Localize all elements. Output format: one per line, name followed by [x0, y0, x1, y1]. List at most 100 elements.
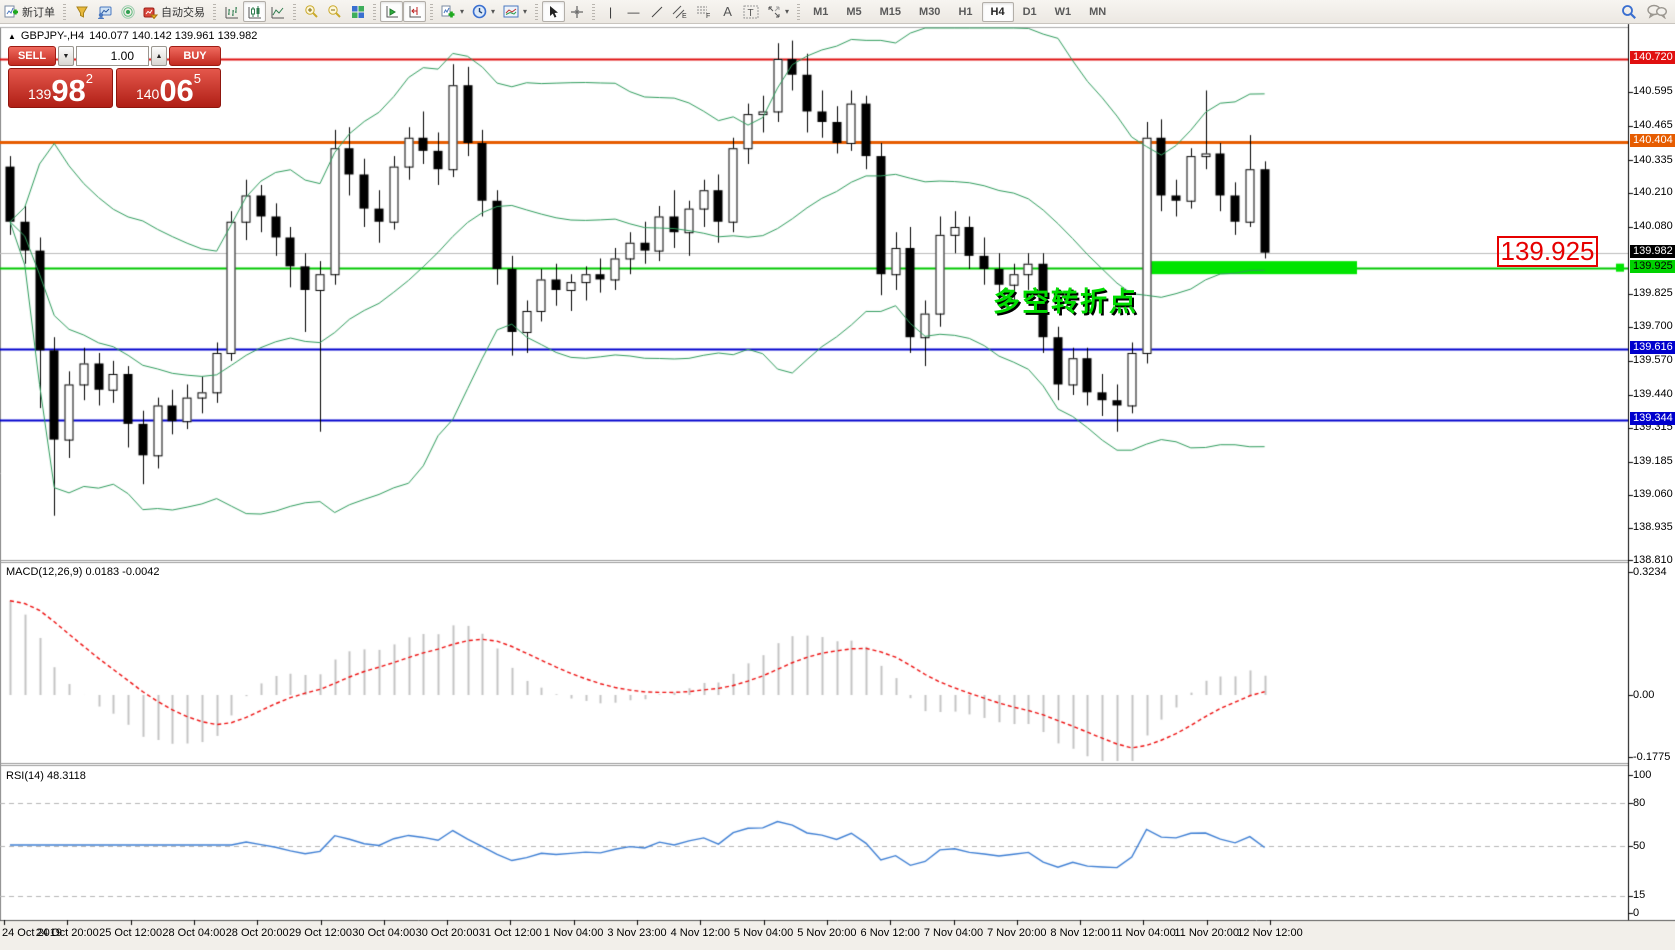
price-tick-label: 138.810	[1633, 553, 1673, 566]
rsi-tick-label: 0	[1633, 906, 1640, 919]
timeframe-button-h4[interactable]: H4	[981, 1, 1014, 22]
indicators-button[interactable]: ▾	[437, 1, 468, 22]
auto-scroll-icon	[385, 5, 399, 19]
volume-input[interactable]	[76, 46, 149, 66]
fibonacci-button[interactable]: F	[692, 1, 716, 22]
toolbar-separator	[533, 3, 541, 20]
crosshair-button[interactable]	[565, 1, 588, 22]
rsi-label: RSI(14) 48.3118	[6, 770, 86, 782]
time-axis-label: 24 Oct 20:00	[35, 927, 99, 939]
autotrading-button[interactable]: 自动交易	[139, 1, 209, 22]
vertical-line-icon: |	[608, 4, 613, 19]
bar-chart-button[interactable]	[220, 1, 243, 22]
collapse-arrow-icon[interactable]: ▲	[8, 31, 16, 41]
symbol-ohlc: 140.077 140.142 139.961 139.982	[89, 30, 258, 42]
time-axis-label: 6 Nov 12:00	[860, 927, 920, 939]
price-tick-label: 139.700	[1633, 320, 1673, 333]
tile-windows-icon	[351, 5, 365, 19]
price-callout-box[interactable]: 139.925	[1497, 236, 1598, 267]
time-axis-label: 29 Oct 12:00	[289, 927, 352, 939]
chat-icon[interactable]	[1647, 4, 1667, 19]
timeframe-button-mn[interactable]: MN	[1089, 5, 1107, 18]
price-line-label: 139.982	[1630, 244, 1675, 258]
price-line-label: 140.720	[1630, 50, 1675, 64]
timeframe-button-w1[interactable]: W1	[1054, 5, 1072, 18]
arrows-button[interactable]: ▾	[763, 1, 793, 22]
volume-decrease-button[interactable]: ▼	[58, 46, 74, 66]
price-tick-label: 140.595	[1633, 85, 1673, 98]
fibonacci-icon: F	[696, 5, 712, 19]
chart-shift-button[interactable]	[403, 1, 426, 22]
signal-button[interactable]	[116, 1, 139, 22]
time-axis-label: 31 Oct 12:00	[478, 927, 542, 939]
periods-button[interactable]: ▾	[468, 1, 499, 22]
svg-text:E: E	[682, 13, 687, 19]
search-icon[interactable]	[1621, 4, 1637, 20]
zoom-out-button[interactable]	[323, 1, 346, 22]
sell-price-prefix: 139	[27, 86, 52, 102]
toolbar-separator	[795, 3, 803, 20]
new-order-button[interactable]: 新订单	[0, 1, 59, 22]
sell-price-sup: 2	[85, 71, 94, 86]
line-chart-icon	[271, 5, 285, 19]
text-button[interactable]: A	[716, 1, 739, 22]
channel-button[interactable]: E	[668, 1, 692, 22]
templates-icon	[503, 5, 519, 18]
zoom-in-button[interactable]	[300, 1, 323, 22]
volume-increase-button[interactable]: ▲	[151, 46, 167, 66]
text-icon: A	[723, 4, 732, 19]
time-axis-label: 7 Nov 04:00	[923, 927, 984, 939]
chart-shift-icon	[408, 5, 422, 19]
time-axis-label: 4 Nov 12:00	[670, 927, 730, 939]
autotrading-label: 自动交易	[161, 6, 205, 19]
timeframe-button-d1[interactable]: D1	[1022, 5, 1037, 18]
timeframe-button-m1[interactable]: M1	[813, 5, 829, 18]
toolbar-separator	[371, 3, 378, 20]
horizontal-line-button[interactable]: —	[622, 1, 645, 22]
text-label-button[interactable]: T	[739, 1, 763, 22]
indicators-caret: ▾	[460, 7, 465, 16]
line-chart-button[interactable]	[266, 1, 289, 22]
price-tick-label: 138.935	[1633, 521, 1673, 534]
buy-price-display[interactable]: 140 06 5	[116, 68, 221, 108]
price-tick-label: 139.185	[1633, 455, 1673, 468]
toolbar-separator	[428, 3, 435, 20]
candlestick-chart-icon	[248, 5, 262, 19]
price-tick-label: 139.570	[1633, 354, 1673, 367]
time-axis-label: 3 Nov 23:00	[607, 927, 667, 939]
auto-scroll-button[interactable]	[380, 1, 403, 22]
buy-button[interactable]: BUY	[169, 46, 221, 66]
market-watch-button[interactable]	[93, 1, 116, 22]
templates-button[interactable]: ▾	[499, 1, 531, 22]
timeframe-button-h1[interactable]: H1	[958, 5, 973, 18]
candlestick-chart-button[interactable]	[243, 1, 266, 22]
arrows-icon	[767, 5, 781, 19]
price-line-label: 140.404	[1630, 133, 1675, 147]
tile-windows-button[interactable]	[346, 1, 369, 22]
time-axis-label: 5 Nov 04:00	[733, 927, 794, 939]
symbol-header[interactable]: ▲ GBPJPY-,H4 140.077 140.142 139.961 139…	[8, 30, 257, 42]
chart-text-annotation[interactable]: 多空转折点	[993, 287, 1138, 317]
timeframe-button-m15[interactable]: M15	[879, 5, 902, 18]
vertical-line-button[interactable]: |	[599, 1, 622, 22]
cursor-button[interactable]	[542, 1, 566, 22]
cursor-icon	[548, 5, 560, 19]
time-axis-label: 28 Oct 04:00	[162, 927, 226, 939]
timeframe-button-m5[interactable]: M5	[846, 5, 862, 18]
trendline-button[interactable]	[645, 1, 668, 22]
trendline-icon	[650, 5, 664, 19]
price-tick-label: 140.210	[1633, 186, 1673, 199]
macd-label: MACD(12,26,9) 0.0183 -0.0042	[6, 566, 160, 578]
sell-button[interactable]: SELL	[8, 46, 56, 66]
timeframe-button-m30[interactable]: M30	[919, 5, 941, 18]
toolbar-separator	[211, 3, 218, 20]
rsi-tick-label: 100	[1633, 768, 1652, 781]
crosshair-icon	[570, 5, 584, 19]
zoom-in-icon	[304, 4, 319, 19]
price-line-label: 139.616	[1630, 340, 1675, 354]
quotes-button[interactable]	[70, 1, 93, 22]
sell-price-display[interactable]: 139 98 2	[8, 68, 113, 108]
new-order-icon	[4, 5, 19, 19]
market-watch-icon	[97, 5, 112, 19]
